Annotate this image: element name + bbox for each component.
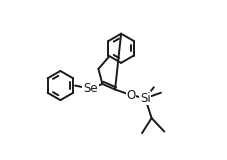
Text: Si: Si [140,92,151,105]
Text: Se: Se [83,82,98,95]
Text: O: O [126,89,136,102]
